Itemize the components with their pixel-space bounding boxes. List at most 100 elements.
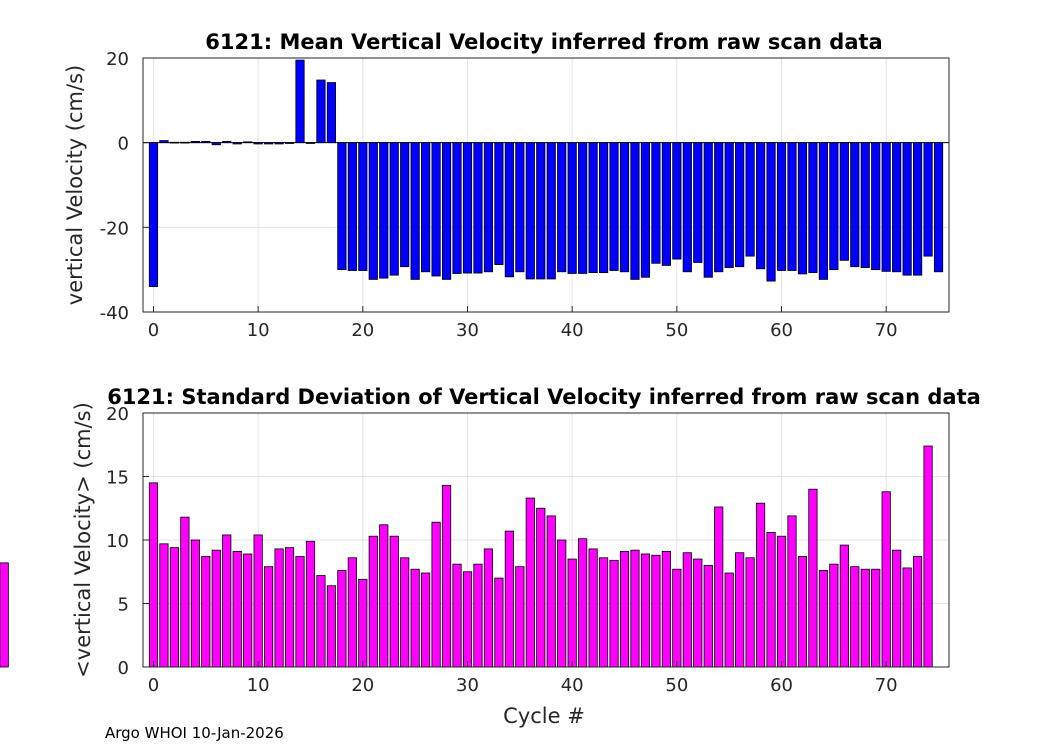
x-tick-label: 0	[148, 675, 159, 696]
y-axis-label: vertical Velocity (cm/s)	[63, 65, 87, 305]
bar	[661, 551, 671, 668]
bar	[180, 516, 190, 668]
bar	[536, 142, 546, 280]
bar	[274, 142, 284, 145]
bar	[211, 549, 221, 668]
bar	[431, 142, 441, 277]
ticks: 0 10 20 30 40 50 60 70 0 5 10 15 20	[106, 404, 898, 696]
bar	[264, 566, 274, 668]
plot-area	[143, 58, 949, 312]
bar	[724, 572, 734, 668]
bar	[400, 142, 410, 268]
bar	[515, 142, 525, 273]
bar	[735, 142, 745, 268]
bar	[389, 535, 399, 668]
bar	[860, 142, 870, 268]
bar	[609, 142, 619, 271]
bars	[143, 59, 949, 288]
x-tick-label: 60	[770, 320, 793, 341]
bar	[546, 515, 556, 668]
bar	[462, 571, 473, 668]
bar	[525, 497, 535, 668]
bar	[871, 142, 881, 271]
bar	[483, 142, 494, 273]
bar	[818, 142, 828, 280]
bar	[326, 585, 337, 668]
bar	[557, 539, 567, 668]
bar	[776, 535, 787, 668]
y-tick-label: 10	[106, 531, 129, 552]
bar	[337, 142, 347, 271]
bar	[473, 142, 483, 274]
bar	[284, 142, 295, 144]
bar	[724, 142, 734, 268]
bar	[148, 482, 159, 668]
bar	[379, 524, 389, 668]
y-tick-label: 20	[106, 49, 129, 70]
bar	[797, 142, 808, 275]
bar	[923, 142, 933, 257]
x-tick-label: 40	[561, 675, 584, 696]
bar	[462, 142, 473, 274]
bar	[347, 142, 357, 271]
bar	[923, 445, 933, 668]
bar	[902, 142, 912, 276]
bar	[797, 556, 808, 668]
y-tick-label: 0	[118, 658, 129, 679]
bar	[682, 552, 692, 668]
bar	[504, 530, 514, 668]
bar	[682, 142, 692, 273]
bar	[745, 557, 755, 668]
bar	[881, 491, 891, 668]
bar	[892, 142, 902, 273]
bar	[316, 575, 326, 668]
bar	[850, 142, 860, 268]
bar	[546, 142, 556, 280]
bars	[0, 445, 933, 668]
x-tick-label: 30	[456, 320, 479, 341]
bar	[504, 142, 514, 278]
bar	[913, 142, 923, 276]
bar	[473, 563, 483, 668]
bar	[755, 502, 766, 668]
bar	[619, 551, 630, 668]
bar	[755, 142, 766, 270]
bar	[578, 538, 588, 668]
bar	[410, 142, 420, 280]
bar	[410, 568, 420, 668]
bar	[295, 556, 305, 668]
bar	[421, 572, 431, 668]
bar	[379, 142, 389, 279]
bar	[431, 521, 441, 668]
bar	[871, 568, 881, 668]
bar	[766, 142, 776, 282]
bar	[745, 142, 755, 257]
bar	[389, 142, 399, 276]
bar	[400, 557, 410, 668]
bar	[253, 142, 263, 145]
bar	[0, 562, 9, 668]
bar	[515, 566, 525, 668]
bar	[358, 578, 368, 668]
bar	[913, 556, 923, 668]
x-tick-label: 50	[665, 320, 688, 341]
bar	[368, 142, 378, 280]
x-tick-label: 70	[875, 320, 898, 341]
bar	[494, 577, 504, 668]
bar	[933, 142, 944, 273]
bar	[305, 540, 316, 668]
bar	[693, 558, 703, 668]
bar	[452, 563, 462, 668]
bar	[274, 548, 284, 668]
y-tick-label: 5	[118, 595, 129, 616]
ticks: 0 10 20 30 40 50 60 70 -40 -20 0 20	[100, 49, 898, 341]
y-tick-label: 20	[106, 404, 129, 425]
footer-credit: Argo WHOI 10-Jan-2026	[105, 724, 284, 742]
bar	[703, 565, 713, 668]
bar	[619, 142, 630, 273]
bar	[284, 547, 295, 668]
axes-box	[142, 412, 950, 668]
bar	[588, 548, 598, 668]
x-tick-label: 20	[351, 320, 374, 341]
